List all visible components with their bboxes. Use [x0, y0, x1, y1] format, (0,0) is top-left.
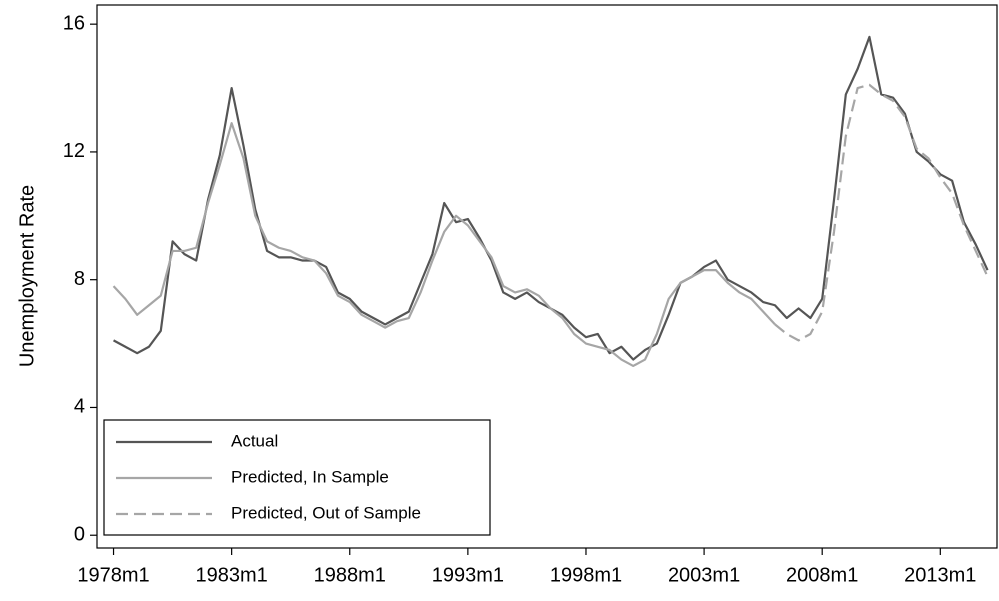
- x-tick-label: 2013m1: [904, 564, 976, 586]
- y-tick-label: 16: [63, 12, 85, 34]
- series-line: [774, 83, 989, 342]
- x-tick-label: 2003m1: [668, 564, 740, 586]
- x-tick-label: 1978m1: [77, 564, 149, 586]
- y-tick-label: 0: [74, 524, 85, 546]
- x-tick-label: 1998m1: [550, 564, 622, 586]
- series-line: [112, 122, 776, 368]
- legend-label: Predicted, In Sample: [231, 467, 389, 486]
- y-axis-label: Unemployment Rate: [16, 185, 38, 367]
- y-tick-label: 8: [74, 268, 85, 290]
- x-tick-label: 1993m1: [432, 564, 504, 586]
- x-tick-label: 1988m1: [314, 564, 386, 586]
- legend: Actual Predicted, In Sample Predicted, Out…: [103, 419, 491, 536]
- x-tick-label: 1983m1: [196, 564, 268, 586]
- plot-frame: [96, 4, 998, 549]
- y-tick-label: 12: [63, 140, 85, 162]
- series-line: [113, 35, 989, 361]
- y-tick-label: 4: [74, 396, 85, 418]
- legend-label: Actual: [231, 431, 278, 450]
- x-tick-label: 2008m1: [786, 564, 858, 586]
- legend-label: Predicted, Out of Sample: [231, 503, 421, 522]
